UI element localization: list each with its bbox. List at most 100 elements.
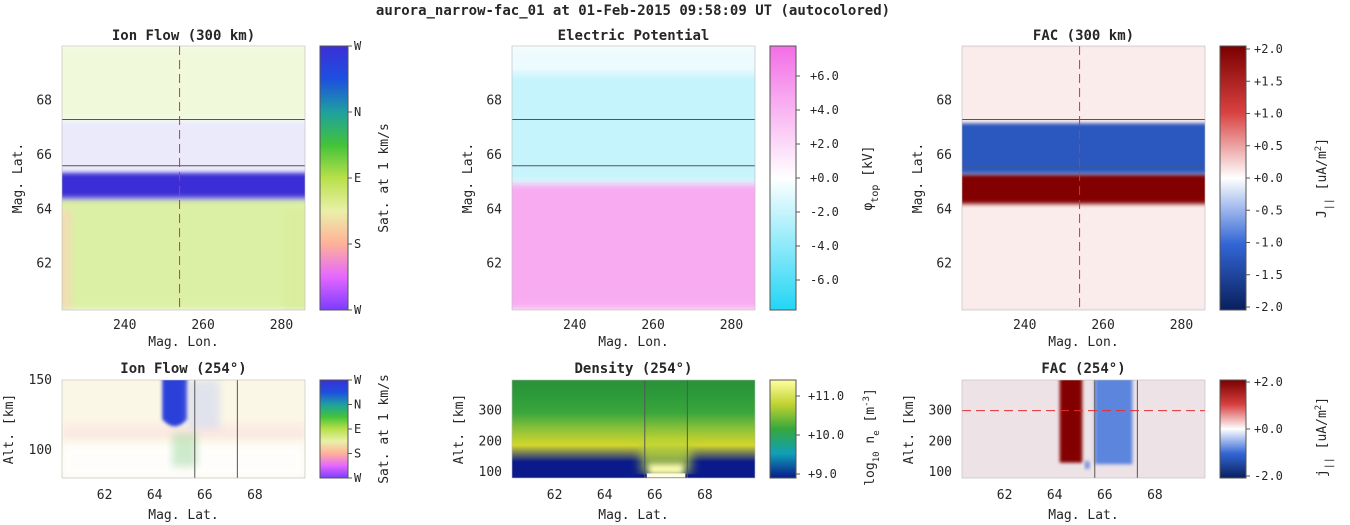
plot-frame [61, 45, 306, 311]
y-tick-label: 300 [929, 404, 952, 419]
density-bottom [512, 474, 755, 478]
x-tick-label: 66 [197, 488, 213, 503]
flow-band [62, 46, 305, 120]
x-tick-label: 68 [697, 488, 713, 503]
flow-edge-tint [62, 209, 72, 310]
y-tick-label: 68 [936, 93, 952, 108]
y-tick-label: 100 [929, 465, 952, 480]
y-tick-label: 62 [936, 257, 952, 272]
y-tick-label: 62 [486, 257, 502, 272]
panel-title: Ion Flow (300 km) [112, 28, 255, 44]
colorbar-tick-label: -1.0 [1254, 236, 1283, 250]
fac-background [962, 380, 1205, 478]
panel-title: Ion Flow (254°) [120, 361, 246, 377]
y-axis-label: Alt. [km] [2, 394, 17, 464]
y-tick-label: 200 [929, 434, 952, 449]
y-tick-label: 68 [36, 93, 52, 108]
y-tick-label: 64 [36, 202, 52, 217]
colorbar-tick-label: -6.0 [810, 273, 839, 287]
colorbar-tick-label: +0.0 [1254, 422, 1283, 436]
colorbar [1220, 46, 1246, 310]
y-tick-label: 64 [936, 202, 952, 217]
x-tick-label: 280 [1170, 318, 1193, 333]
colorbar [1220, 380, 1246, 478]
colorbar-tick-label: -0.5 [1254, 203, 1283, 217]
colorbar-tick-label: +0.0 [810, 171, 839, 185]
density-peak [648, 464, 684, 475]
x-tick-label: 240 [113, 318, 136, 333]
colorbar-tick-label: +1.0 [1254, 107, 1283, 121]
colorbar [770, 46, 796, 310]
x-tick-label: 280 [720, 318, 743, 333]
flow-edge-tint [285, 209, 305, 310]
x-tick-label: 280 [270, 318, 293, 333]
panel-density-254: 100 200 300 62 64 66 68 Density (254°) Mag. Lat.… [452, 361, 882, 523]
panel-title: FAC (300 km) [1033, 28, 1134, 44]
flow-band [172, 433, 198, 467]
x-tick-label: 68 [1147, 488, 1163, 503]
x-tick-label: 240 [1013, 318, 1036, 333]
colorbar-tick-label: E [354, 171, 361, 185]
y-axis-label: Mag. Lat. [11, 143, 26, 213]
potential-band [512, 182, 755, 310]
x-axis-label: Mag. Lon. [598, 335, 668, 350]
y-tick-label: 66 [486, 148, 502, 163]
colorbar-tick-label: -2.0 [810, 205, 839, 219]
colorbar-tick-label: +6.0 [810, 69, 839, 83]
figure-title: aurora_narrow-fac_01 at 01-Feb-2015 09:5… [376, 3, 890, 19]
x-tick-label: 260 [191, 318, 214, 333]
y-tick-label: 66 [36, 148, 52, 163]
colorbar-tick-label: W [354, 303, 362, 317]
flow-band [187, 380, 220, 429]
x-tick-label: 62 [547, 488, 563, 503]
colorbar-tick-label: -1.5 [1254, 268, 1283, 282]
x-tick-label: 68 [247, 488, 263, 503]
x-tick-label: 64 [597, 488, 613, 503]
colorbar-tick-label: -2.0 [1254, 469, 1283, 483]
colorbar-tick-label: +4.0 [810, 103, 839, 117]
panel-title: Electric Potential [558, 28, 710, 44]
colorbar-label: j|| [uA/m2] [1314, 397, 1335, 477]
x-axis-label: Mag. Lon. [148, 335, 218, 350]
colorbar-tick-label: -2.0 [1254, 300, 1283, 314]
fac-band [962, 173, 1205, 204]
fac-band [1094, 380, 1133, 465]
x-tick-label: 240 [563, 318, 586, 333]
y-tick-label: 200 [479, 434, 502, 449]
plot-frame [511, 379, 756, 479]
colorbar-frame [769, 379, 797, 479]
potential-fade [512, 46, 755, 74]
x-axis-label: Mag. Lat. [598, 508, 668, 523]
colorbar-tick-label: +9.0 [808, 467, 837, 481]
colorbar-tick-label: N [354, 105, 361, 119]
x-tick-label: 62 [97, 488, 113, 503]
colorbar-tick-label: +10.0 [808, 428, 844, 442]
x-tick-label: 64 [147, 488, 163, 503]
plot-frame [961, 45, 1206, 311]
x-axis-label: Mag. Lat. [148, 508, 218, 523]
y-tick-label: 66 [936, 148, 952, 163]
colorbar-label: Sat. at 1 km/s [377, 123, 392, 233]
flow-band [62, 198, 305, 310]
x-tick-label: 64 [1047, 488, 1063, 503]
colorbar-label: log10 ne [m-3] [862, 388, 882, 486]
flow-blob [162, 380, 188, 427]
panel-fac-300: 62 64 66 68 240 260 280 FAC (300 km) Mag. Lon. Ma… [911, 28, 1335, 350]
colorbar-tick-label: -4.0 [810, 239, 839, 253]
y-tick-label: 64 [486, 202, 502, 217]
colorbar [320, 46, 348, 310]
colorbar [770, 380, 796, 478]
plot-frame [61, 379, 306, 479]
colorbar-tick-label: W [354, 39, 362, 53]
panel-potential: 62 64 66 68 240 260 280 Electric Potential Mag. … [461, 28, 881, 350]
fac-band [1059, 380, 1083, 463]
y-axis-label: Mag. Lat. [911, 143, 926, 213]
colorbar-tick-label: +2.0 [1254, 42, 1283, 56]
colorbar-tick-label: S [354, 237, 361, 251]
x-tick-label: 66 [1097, 488, 1113, 503]
flow-band [62, 424, 305, 439]
y-tick-label: 300 [479, 404, 502, 419]
x-tick-label: 62 [997, 488, 1013, 503]
colorbar-tick-label: E [354, 422, 361, 436]
colorbar-tick-label: +11.0 [808, 389, 844, 403]
